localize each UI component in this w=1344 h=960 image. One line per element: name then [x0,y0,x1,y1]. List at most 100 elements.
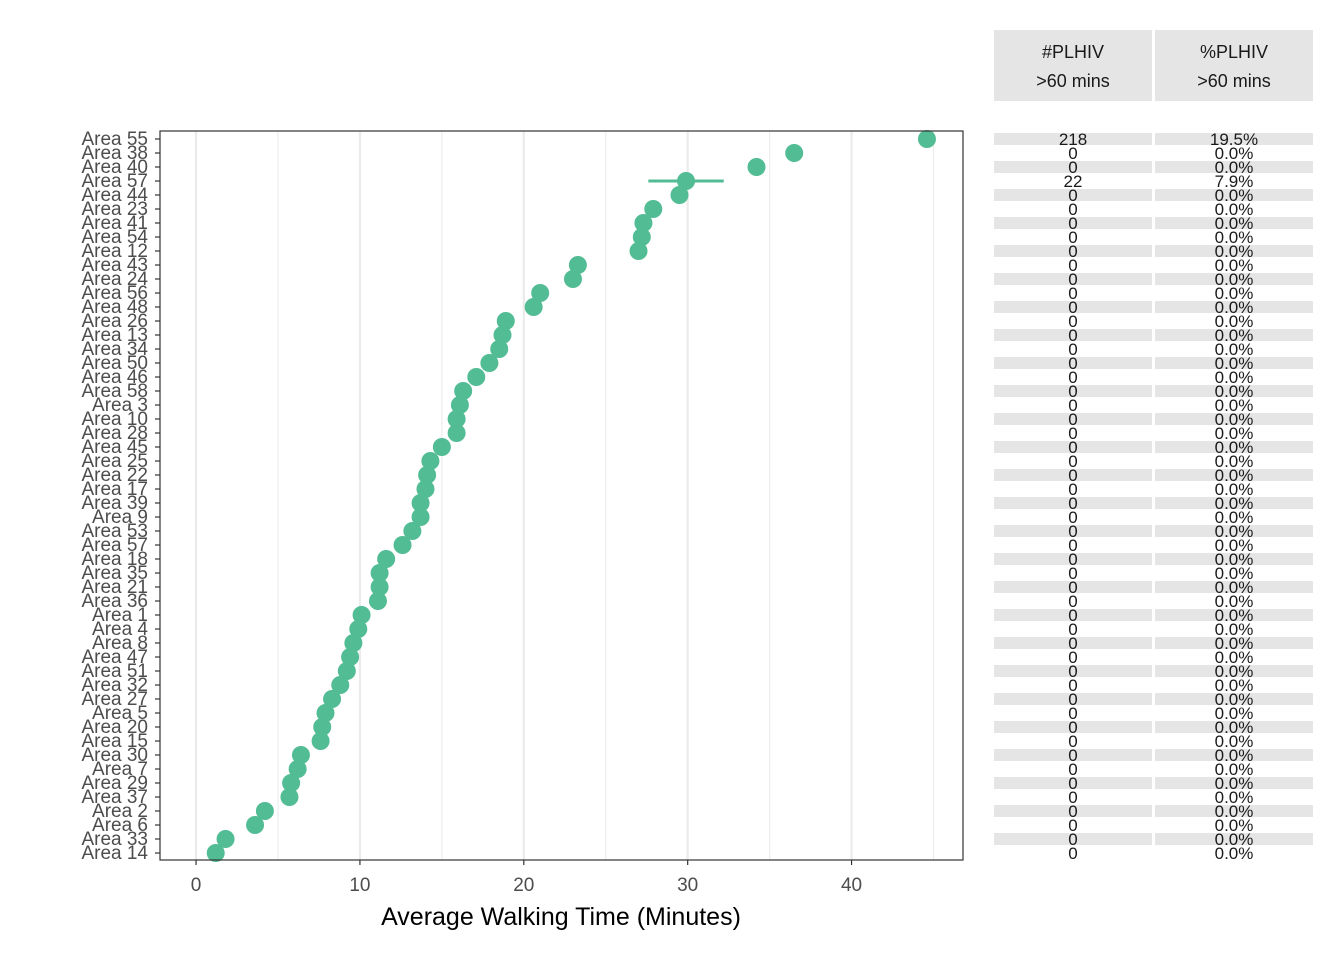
y-tick-label: Area 21 [81,577,148,598]
plot-background [160,131,963,860]
table-cell: 0 [1068,466,1077,485]
table-row-band [1155,777,1313,789]
data-point [280,788,299,806]
data-point [216,830,235,848]
table-cell: 0.0% [1215,326,1254,345]
table-cell: 0.0% [1215,648,1254,667]
table-header-line1: #PLHIV [1042,42,1104,62]
table-row-band [994,217,1152,229]
table-row-band [994,777,1152,789]
table-row-band [994,581,1152,593]
data-point [450,396,469,414]
table-cell: 0 [1068,690,1077,709]
table-cell: 0.0% [1215,746,1254,765]
y-tick-label: Area 36 [81,591,148,612]
table-row-band [994,413,1152,425]
x-tick-label: 40 [841,875,862,896]
table-cell: 0.0% [1215,788,1254,807]
table-cell: 0 [1068,284,1077,303]
y-tick-label: Area 17 [81,479,148,500]
table-row-band [1155,469,1313,481]
table-cell: 0 [1068,312,1077,331]
y-tick-label: Area 35 [81,563,148,584]
table-cell: 0 [1068,802,1077,821]
y-tick-label: Area 32 [81,675,148,696]
table-header-cell [994,30,1152,101]
table-cell: 0 [1068,256,1077,275]
table-cell: 0 [1068,144,1077,163]
y-tick-label: Area 29 [81,773,148,794]
table-cell: 0.0% [1215,368,1254,387]
table-row-band [994,133,1152,145]
y-tick-label: Area 57 [81,171,148,192]
table-cell: 0.0% [1215,158,1254,177]
table-row-band [1155,301,1313,313]
y-tick-label: Area 51 [81,661,148,682]
table-cell: 0.0% [1215,494,1254,513]
y-tick-label: Area 8 [92,633,148,654]
data-point [418,466,437,484]
y-tick-label: Area 25 [81,451,148,472]
table-cell: 0 [1068,578,1077,597]
table-cell: 0 [1068,564,1077,583]
table-cell: 0.0% [1215,298,1254,317]
table-cell: 0.0% [1215,634,1254,653]
table-header-line2: >60 mins [1197,71,1271,91]
table-cell: 0 [1068,382,1077,401]
table-row-band [994,441,1152,453]
table-cell: 0.0% [1215,550,1254,569]
table-row-band [1155,329,1313,341]
y-tick-label: Area 46 [81,367,148,388]
table-cell: 0.0% [1215,452,1254,471]
panel-border [159,130,964,861]
table-cell: 0.0% [1215,424,1254,443]
table-row-band [1155,609,1313,621]
table-cell: 0.0% [1215,718,1254,737]
y-tick-label: Area 12 [81,241,148,262]
table-row-band [1155,385,1313,397]
data-point [352,606,371,624]
x-tick-label: 30 [677,875,698,896]
data-point [490,340,509,358]
x-gridlines [194,131,935,860]
table-cell: 0 [1068,270,1077,289]
table-cell: 0 [1068,452,1077,471]
table-row-band [1155,525,1313,537]
table-row-band [1155,245,1313,257]
y-tick-label: Area 22 [81,465,148,486]
table-cell: 0 [1068,242,1077,261]
data-point [416,480,435,498]
data-points [206,130,936,862]
table-row-band [994,749,1152,761]
table-cell: 0 [1068,410,1077,429]
data-point [421,452,440,470]
data-point [370,578,389,596]
data-point [524,298,543,316]
y-tick-label: Area 55 [81,129,148,150]
table-cell: 22 [1064,172,1083,191]
table-cell: 0 [1068,396,1077,415]
table-cell: 0.0% [1215,662,1254,681]
y-tick-label: Area 40 [81,157,148,178]
plot-panel-border [159,130,964,861]
data-point [337,662,356,680]
table-cell: 0 [1068,648,1077,667]
table-row-band [994,273,1152,285]
data-point [288,760,307,778]
table-cell: 0.0% [1215,844,1254,863]
table-cell: 0.0% [1215,200,1254,219]
y-tick-label: Area 41 [81,213,148,234]
data-point [311,732,330,750]
table-cell: 0 [1068,200,1077,219]
table-row-band [1155,161,1313,173]
table-row-band [994,693,1152,705]
data-point [341,648,360,666]
table-cell: 0.0% [1215,732,1254,751]
table-cell: 0 [1068,480,1077,499]
data-point [447,410,466,428]
data-point [411,508,430,526]
data-point [255,802,274,820]
table-cell: 0.0% [1215,536,1254,555]
table-cell: 0.0% [1215,340,1254,359]
